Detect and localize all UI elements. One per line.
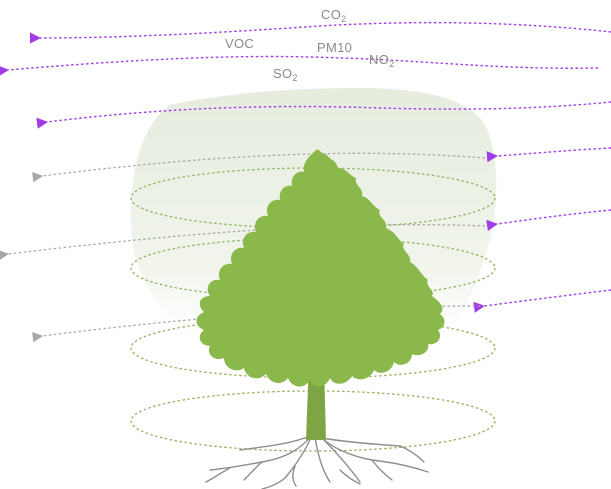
polluted-air-arrow <box>29 21 611 44</box>
polluted-air-arrow <box>473 289 611 313</box>
label-pm10: PM10 <box>317 40 352 55</box>
polluted-air-arrow <box>0 55 599 77</box>
tree-canopy <box>196 149 445 387</box>
label-no2: NO2 <box>369 52 394 69</box>
roots-icon <box>205 434 429 489</box>
polluted-air-arrow <box>36 101 611 129</box>
polluted-air-arrow <box>486 209 611 231</box>
label-co2: CO2 <box>321 7 346 24</box>
polluted-air-flows <box>0 21 611 313</box>
label-voc: VOC <box>225 36 254 51</box>
tree-icon <box>196 149 445 440</box>
polluted-air-arrow <box>486 147 611 163</box>
label-so2: SO2 <box>273 66 298 83</box>
pollutant-labels: CO2 VOC PM10 NO2 SO2 <box>225 7 394 83</box>
